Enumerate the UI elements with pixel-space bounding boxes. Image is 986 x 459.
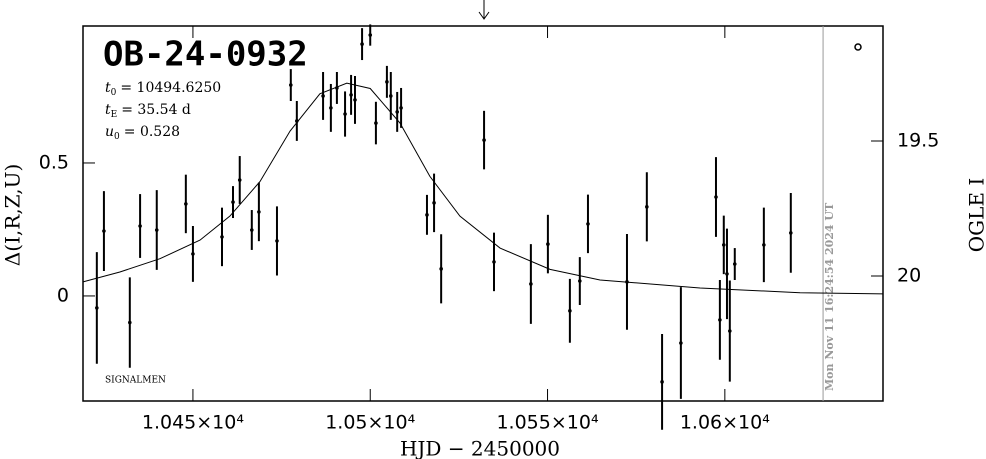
data-point <box>128 320 132 325</box>
data-point <box>789 231 793 235</box>
timestamp: Mon Nov 11 16:24:54 2024 UT <box>823 202 836 391</box>
parameter-symbol: t <box>105 102 111 118</box>
data-point <box>95 306 99 310</box>
data-point <box>492 260 496 264</box>
data-point <box>321 94 325 98</box>
y-tick-label: 0.5 <box>39 151 69 173</box>
data-point <box>679 341 683 345</box>
parameter-text: = 10494.6250 <box>120 80 221 96</box>
data-point <box>231 200 235 204</box>
parameter: t0 = 10494.6250 <box>105 80 221 98</box>
data-point <box>732 262 737 266</box>
data-point <box>432 201 436 205</box>
data-point <box>349 93 353 97</box>
data-point <box>343 112 347 116</box>
parameter-subscript: E <box>111 110 118 120</box>
data-point <box>529 282 533 286</box>
data-point <box>329 106 333 110</box>
parameter-subscript: 0 <box>114 132 120 142</box>
data-point <box>154 228 159 232</box>
data-point <box>718 318 722 322</box>
data-point <box>374 121 378 125</box>
data-point <box>425 213 429 217</box>
data-point <box>725 272 729 276</box>
parameter: u0 = 0.528 <box>105 124 180 142</box>
data-point <box>275 239 279 243</box>
x-tick-label: 1.06×10⁴ <box>680 412 770 434</box>
x-tick-label: 1.05×10⁴ <box>325 412 415 434</box>
data-point <box>714 195 718 199</box>
data-point <box>568 309 572 313</box>
note: SIGNALMEN <box>105 376 166 386</box>
parameter-text: = 0.528 <box>124 124 180 140</box>
data-point <box>586 222 590 226</box>
plot-frame <box>82 25 884 402</box>
data-point <box>645 205 649 209</box>
data-point <box>578 279 582 283</box>
data-point <box>191 252 195 256</box>
parameter-symbol: u <box>105 124 114 140</box>
data-point <box>295 119 299 123</box>
x-tick-label: 1.055×10⁴ <box>496 412 598 434</box>
data-point <box>482 138 486 142</box>
symbol <box>854 43 862 51</box>
y-tick-label: 0 <box>57 284 69 306</box>
parameter-subscript: 0 <box>111 88 117 98</box>
data-point <box>249 228 254 232</box>
data-point <box>102 229 106 233</box>
data-point <box>237 178 242 182</box>
data-point <box>399 106 403 110</box>
data-point <box>546 242 550 246</box>
model-curve <box>82 82 884 295</box>
x-axis-label: HJD − 2450000 <box>400 437 560 459</box>
parameter: tE = 35.54 d <box>105 102 191 120</box>
parameter-text: = 35.54 d <box>121 102 191 118</box>
data-point <box>389 94 393 98</box>
arrow-head <box>478 11 490 20</box>
data-point <box>289 83 293 87</box>
data-point <box>257 210 261 214</box>
y-axis-label: Δ(I,R,Z,U) <box>1 164 25 266</box>
x-tick-label: 1.045×10⁴ <box>142 412 244 434</box>
data-point <box>762 243 766 247</box>
data-point <box>728 329 732 333</box>
data-point <box>335 86 339 90</box>
y2-axis-label: OGLE I <box>965 178 986 253</box>
data-point <box>395 110 399 114</box>
data-point <box>353 98 357 102</box>
data-point <box>138 224 142 228</box>
data-point <box>625 280 629 284</box>
y2-tick-label: 19.5 <box>897 130 939 152</box>
chart-title: OB-24-0932 <box>103 35 308 75</box>
data-point <box>385 80 389 84</box>
data-point <box>439 267 443 271</box>
data-point <box>184 202 188 206</box>
parameter-symbol: t <box>105 80 111 96</box>
y2-tick-label: 20 <box>897 265 921 287</box>
data-point <box>220 235 224 239</box>
data-point <box>360 42 364 46</box>
data-point <box>721 243 726 247</box>
data-point <box>368 33 373 37</box>
data-point <box>660 380 664 384</box>
